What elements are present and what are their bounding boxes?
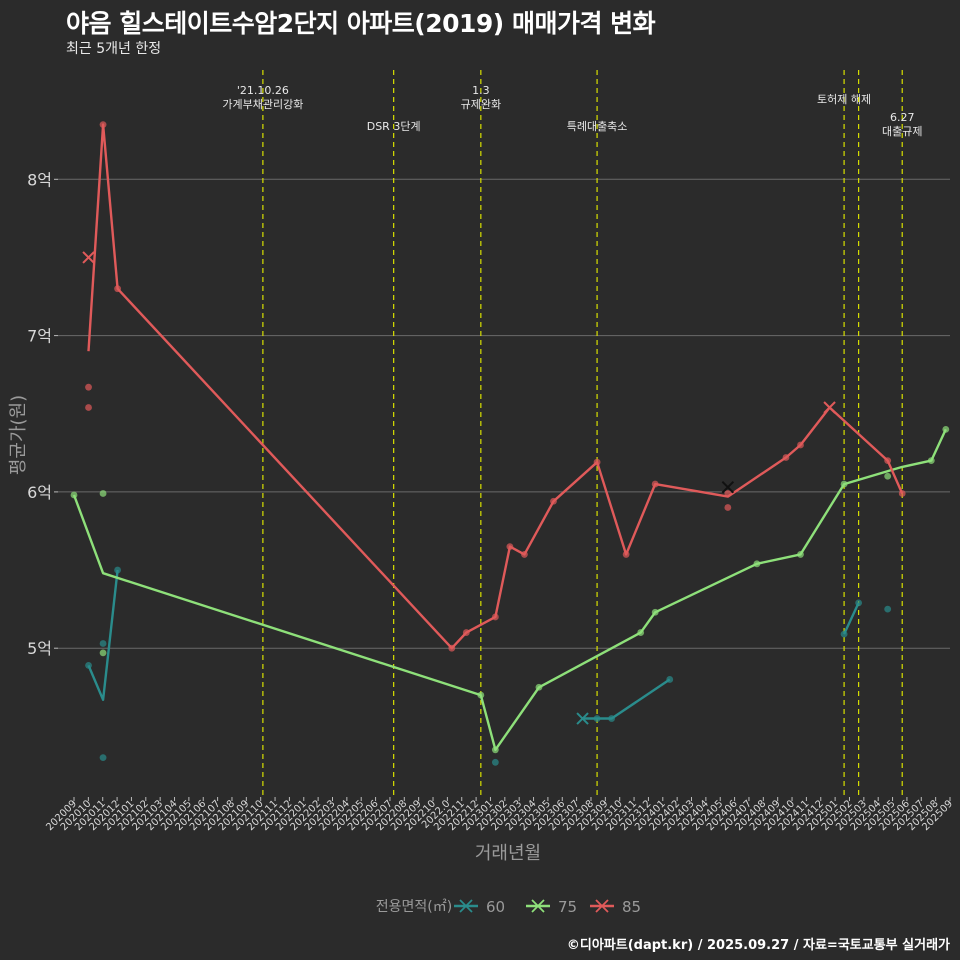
event-label: DSR 3단계 [367, 120, 421, 133]
event-label: 6.27 [890, 111, 915, 124]
legend: 전용면적(㎡) 60 75 85 [376, 898, 641, 916]
series-85-point [884, 457, 892, 465]
series-60-point [666, 676, 674, 683]
series-85-point [724, 504, 732, 511]
series-60-line [582, 678, 671, 720]
legend-cross [531, 899, 545, 913]
y-tick-label: 8억 [27, 170, 52, 189]
series-75-line [72, 428, 947, 751]
series-85-point [593, 458, 601, 466]
series-85-point [506, 543, 514, 551]
series-85-cross-stroke [82, 251, 95, 264]
series-85-point [491, 613, 499, 621]
series-85-cross-stroke [823, 401, 836, 414]
series-75-point [99, 649, 107, 657]
series-60-cross [576, 712, 589, 725]
series-60-point [99, 754, 107, 762]
series-60-point [884, 605, 892, 613]
series-85-point [898, 490, 906, 497]
series-85-point [114, 285, 121, 293]
series-85-point [622, 551, 630, 558]
series-75-point [797, 551, 804, 558]
source-credit: ©디아파트(dapt.kr) / 2025.09.27 / 자료=국토교통부 실… [566, 938, 950, 953]
series-85-point [462, 629, 470, 636]
legend-item-75: 75 [526, 898, 577, 916]
series-60-point [855, 599, 863, 607]
legend-label: 85 [622, 898, 641, 916]
legend-cross [595, 899, 609, 913]
series-60-point [99, 640, 107, 647]
series-60-point [491, 758, 499, 766]
series-85-point [521, 551, 528, 558]
series-75-point [651, 608, 659, 616]
y-tick-label: 7억 [27, 327, 52, 346]
chart-title: 야음 힐스테이트수암2단지 아파트(2019) 매매가격 변화 [66, 9, 656, 38]
grid-lines [58, 178, 950, 649]
series-85-point [85, 404, 92, 411]
y-axis: 5억 6억 7억 8억 [27, 170, 58, 658]
series-75-point [637, 629, 645, 636]
series-75-point [99, 490, 107, 497]
series-85-point [797, 441, 804, 449]
x-axis-label: 거래년월 [475, 843, 541, 864]
series-60-line [843, 602, 860, 635]
legend-item-85: 85 [590, 898, 641, 916]
series-group [70, 121, 950, 766]
event-label: 규제완화 [461, 98, 501, 111]
highlight-cross [721, 481, 735, 494]
series-60-point [593, 715, 601, 722]
series-60-cross-stroke [576, 712, 589, 725]
series-75-point [753, 560, 761, 568]
series-85-cross [823, 401, 836, 414]
x-axis: 2020092020102020112020122021012021022021… [44, 797, 955, 833]
event-label: '21.10.26 [237, 84, 289, 97]
series-75-point [535, 683, 543, 691]
event-label: 토허제 해제 [817, 92, 871, 106]
event-label: 가계부채관리강화 [222, 98, 303, 111]
series-75-point [927, 457, 935, 465]
series-85-point [550, 497, 557, 505]
series-85-point [85, 383, 92, 391]
series-75-point [70, 491, 78, 499]
series-60-point [840, 630, 848, 638]
series-75-point [840, 480, 848, 488]
series-85-line [87, 123, 904, 650]
series-85-cross [82, 251, 95, 264]
series-85-point [651, 480, 659, 488]
chart-subtitle: 최근 5개년 한정 [66, 41, 162, 57]
series-85-point [782, 454, 790, 461]
legend-cross [459, 899, 473, 913]
series-85-point [99, 121, 107, 128]
series-85-point [724, 490, 732, 497]
legend-title: 전용면적(㎡) [376, 899, 452, 915]
event-label: 특례대출축소 [567, 120, 628, 133]
event-label: 1.3 [472, 84, 490, 97]
series-60-point [85, 661, 92, 669]
series-75-point [477, 691, 485, 699]
series-75-point [884, 472, 892, 480]
legend-label: 75 [558, 898, 577, 916]
event-label: 대출규제 [882, 125, 922, 138]
y-axis-label: 평균가(원) [8, 395, 29, 475]
legend-item-60: 60 [454, 898, 505, 916]
series-75-point [942, 425, 950, 433]
series-60-point [114, 566, 121, 574]
legend-label: 60 [486, 898, 505, 916]
highlight-cross-stroke [721, 481, 735, 494]
series-85-point [448, 644, 456, 652]
series-60-point [608, 715, 616, 722]
series-60-line [87, 569, 119, 701]
y-tick-label: 5억 [27, 639, 52, 658]
y-tick-label: 6억 [27, 483, 52, 502]
series-75-point [491, 746, 499, 754]
